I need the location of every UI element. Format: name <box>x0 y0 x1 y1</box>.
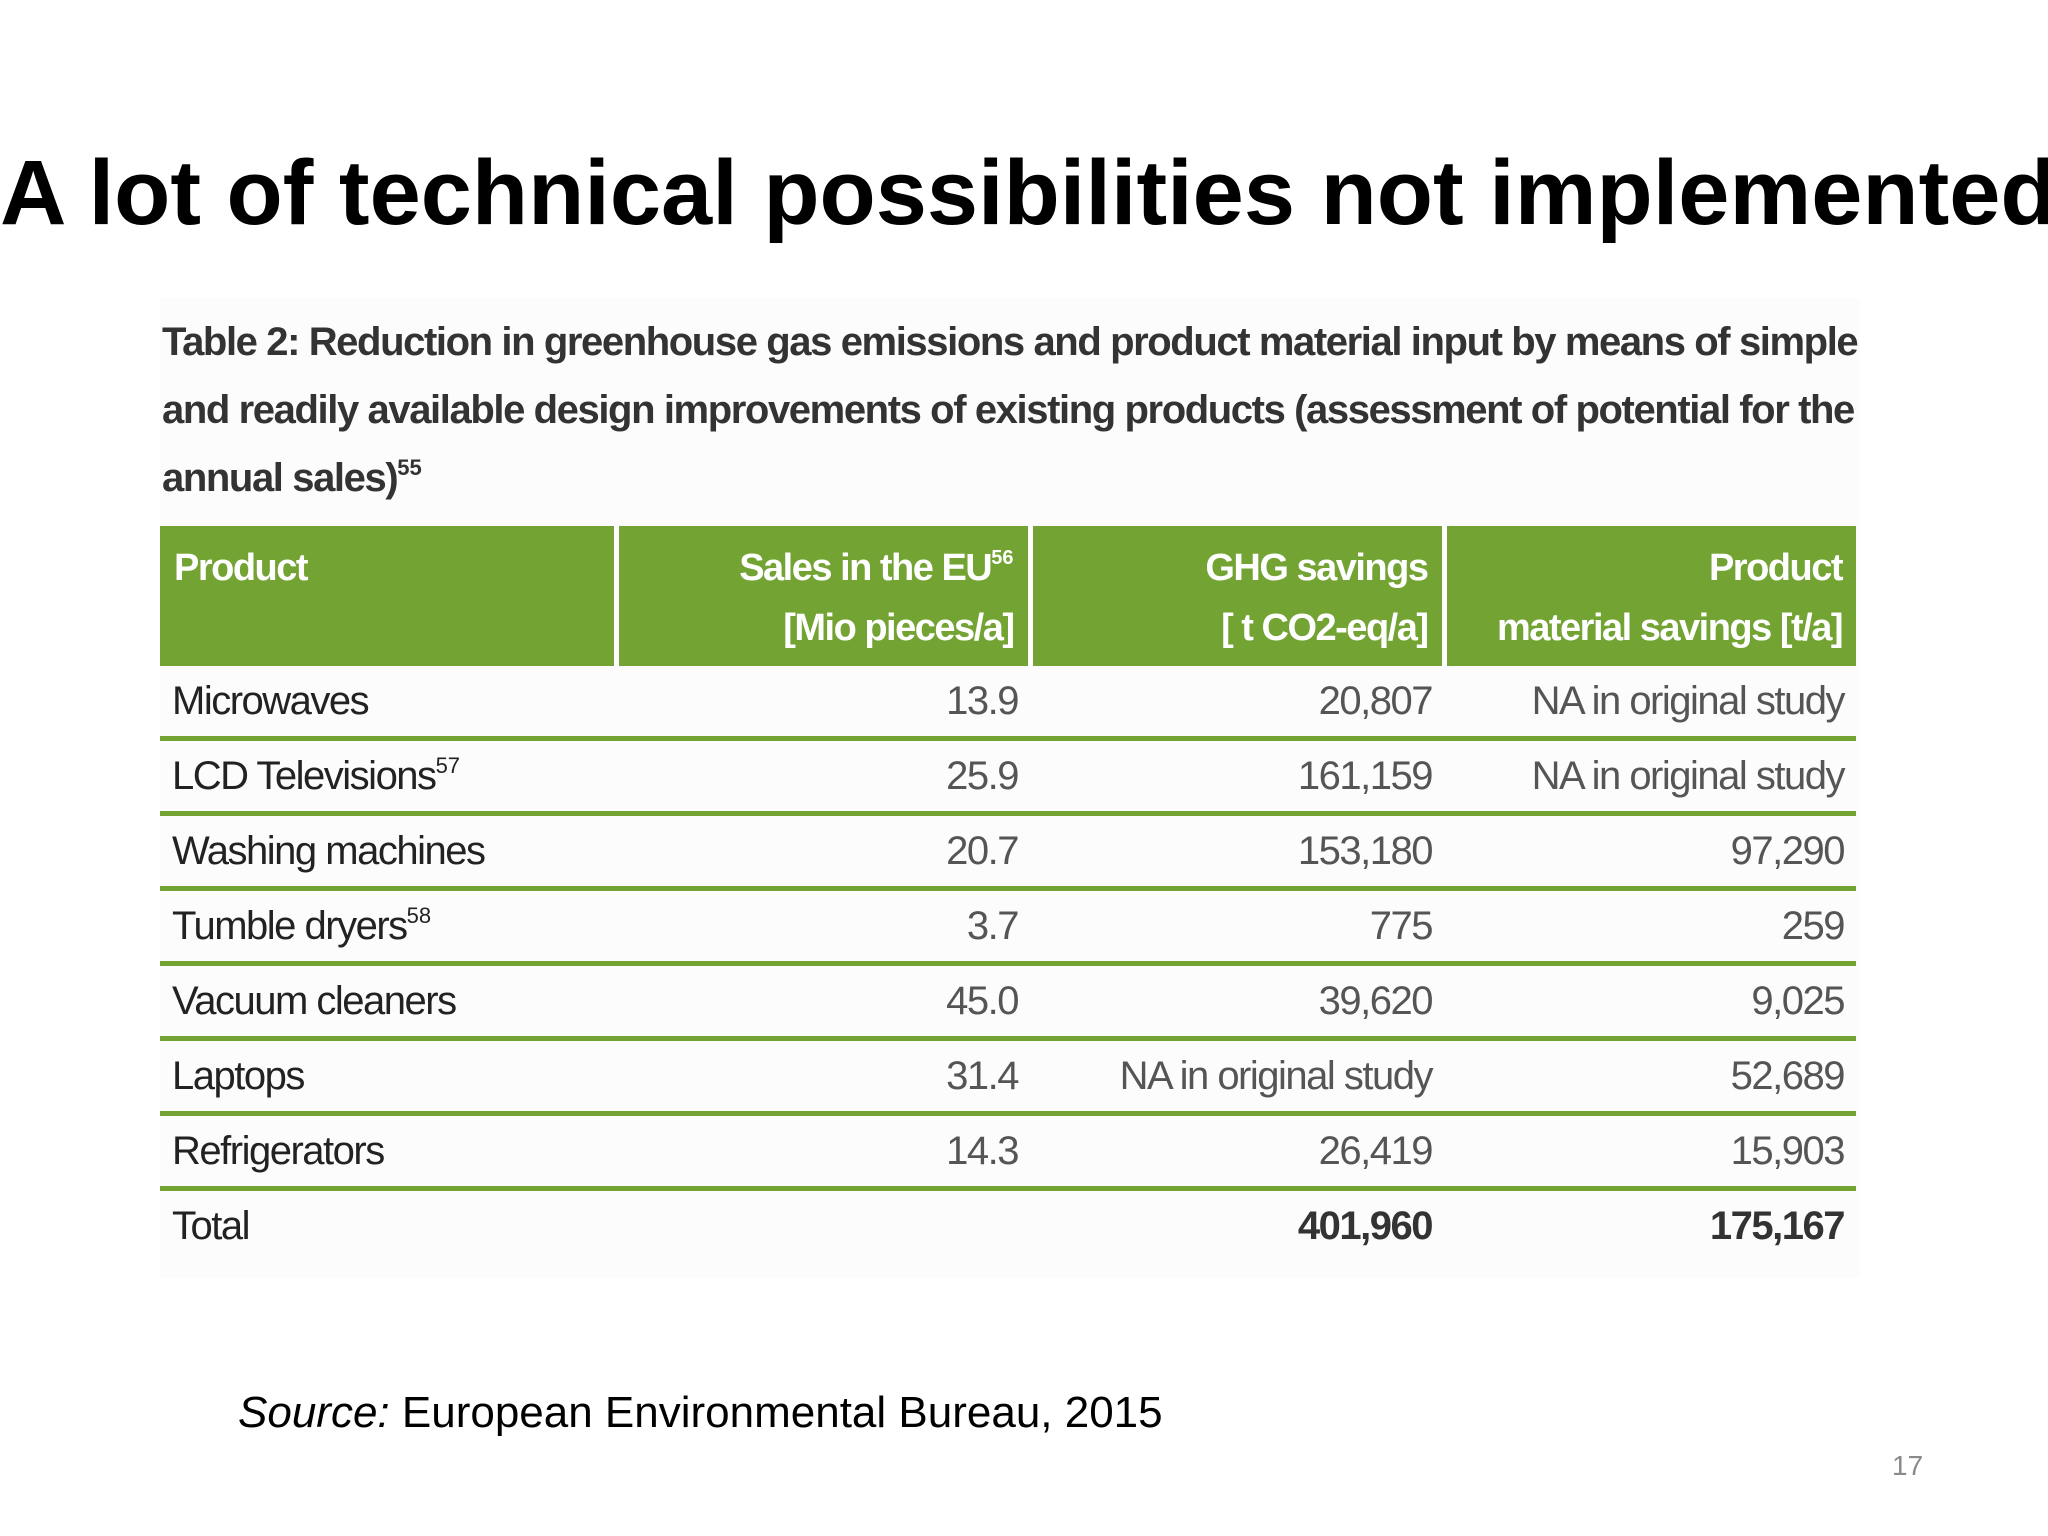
cell-material: NA in original study <box>1444 738 1856 816</box>
header-sales-footnote: 56 <box>991 547 1014 569</box>
table-row: Laptops 31.4 NA in original study 52,689 <box>160 1038 1856 1116</box>
cell-material: 15,903 <box>1444 1113 1856 1191</box>
header-ghg-line-2: [ t CO2-eq/a] <box>1221 607 1429 649</box>
cell-ghg: 20,807 <box>1030 666 1444 741</box>
cell-ghg: 26,419 <box>1030 1113 1444 1191</box>
total-material: 175,167 <box>1709 1204 1846 1248</box>
table-caption-line-3-text: annual sales) <box>162 456 399 500</box>
cell-product: LCD Televisions57 <box>160 738 616 816</box>
source-text: European Environmental Bureau, 2015 <box>401 1388 1163 1437</box>
header-material-line-1: Product <box>1708 547 1844 589</box>
emissions-table: Product Sales in the EU56 [Mio pieces/a] … <box>160 526 1856 1261</box>
cell-ghg: 39,620 <box>1030 963 1444 1041</box>
cell-sales: 20.7 <box>616 813 1030 891</box>
cell-sales: 14.3 <box>616 1113 1030 1191</box>
product-footnote: 58 <box>406 903 432 928</box>
source-label: Source: <box>238 1388 390 1437</box>
header-sales-line-2: [Mio pieces/a] <box>783 607 1015 649</box>
cell-sales: 45.0 <box>616 963 1030 1041</box>
product-name: Vacuum cleaners <box>172 979 457 1023</box>
table-figure: Table 2: Reduction in greenhouse gas emi… <box>160 298 1860 1278</box>
header-ghg: GHG savings [ t CO2-eq/a] <box>1030 526 1447 666</box>
table-header-row: Product Sales in the EU56 [Mio pieces/a] … <box>160 526 1856 666</box>
cell-sales: 13.9 <box>616 666 1030 741</box>
product-name: Washing machines <box>172 829 486 873</box>
cell-sales: 31.4 <box>616 1038 1030 1116</box>
table-row: Microwaves 13.9 20,807 NA in original st… <box>160 666 1856 741</box>
cell-sales: 3.7 <box>616 888 1030 966</box>
cell-material: 52,689 <box>1444 1038 1856 1116</box>
total-sales <box>616 1189 1030 1262</box>
cell-ghg: 775 <box>1030 888 1444 966</box>
table-row: Washing machines 20.7 153,180 97,290 <box>160 813 1856 891</box>
table-caption-line-2: and readily available design improvement… <box>162 388 1855 432</box>
slide-number: 17 <box>1892 1450 1924 1481</box>
cell-product: Microwaves <box>160 666 616 741</box>
header-ghg-line-1: GHG savings <box>1205 547 1429 589</box>
table-row: Tumble dryers58 3.7 775 259 <box>160 888 1856 966</box>
table-caption-line-1: Table 2: Reduction in greenhouse gas emi… <box>162 320 1859 364</box>
header-sales-line-1: Sales in the EU <box>739 547 993 589</box>
product-name: Microwaves <box>172 679 370 723</box>
cell-product: Laptops <box>160 1038 616 1116</box>
table-total-row: Total 401,960 175,167 <box>160 1189 1856 1262</box>
header-product-label: Product <box>174 547 309 589</box>
cell-ghg: 153,180 <box>1030 813 1444 891</box>
table-row: Vacuum cleaners 45.0 39,620 9,025 <box>160 963 1856 1041</box>
cell-ghg: 161,159 <box>1030 738 1444 816</box>
cell-material: 9,025 <box>1444 963 1856 1041</box>
header-material-line-2: material savings [t/a] <box>1496 607 1844 649</box>
product-name: Refrigerators <box>172 1129 385 1173</box>
product-name: Tumble dryers <box>172 904 408 948</box>
cell-material: 97,290 <box>1444 813 1856 891</box>
source-citation: Source: European Environmental Bureau, 2… <box>238 1385 1163 1441</box>
product-name: LCD Televisions <box>172 754 437 798</box>
cell-material: 259 <box>1444 888 1856 966</box>
product-footnote: 57 <box>435 753 461 778</box>
cell-sales: 25.9 <box>616 738 1030 816</box>
table-caption-footnote: 55 <box>397 455 422 480</box>
slide-title: A lot of technical possibilities not imp… <box>0 142 2048 244</box>
total-label: Total <box>172 1204 251 1248</box>
table-row: Refrigerators 14.3 26,419 15,903 <box>160 1113 1856 1191</box>
cell-product: Refrigerators <box>160 1113 616 1191</box>
cell-ghg: NA in original study <box>1030 1038 1444 1116</box>
table-caption: Table 2: Reduction in greenhouse gas emi… <box>162 308 1862 512</box>
cell-material: NA in original study <box>1444 666 1856 741</box>
cell-product: Vacuum cleaners <box>160 963 616 1041</box>
total-ghg: 401,960 <box>1297 1204 1434 1248</box>
header-product: Product <box>160 526 619 666</box>
header-sales: Sales in the EU56 [Mio pieces/a] <box>616 526 1033 666</box>
cell-product: Tumble dryers58 <box>160 888 616 966</box>
header-material: Product material savings [t/a] <box>1444 526 1856 666</box>
cell-product: Washing machines <box>160 813 616 891</box>
table-caption-line-3: annual sales)55 <box>162 444 1862 512</box>
product-name: Laptops <box>172 1054 305 1098</box>
table-row: LCD Televisions57 25.9 161,159 NA in ori… <box>160 738 1856 816</box>
